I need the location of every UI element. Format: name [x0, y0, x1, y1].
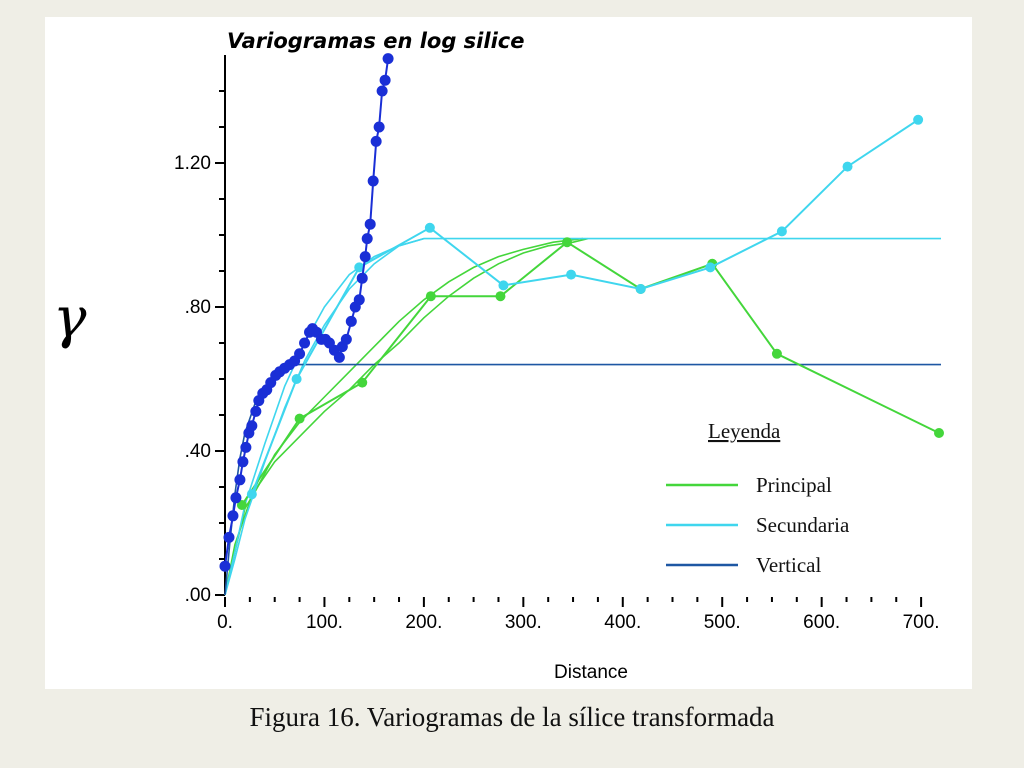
vertical-point	[246, 420, 258, 432]
vertical-point	[361, 233, 373, 245]
secundaria-point	[776, 226, 787, 237]
legend-label: Principal	[756, 473, 832, 497]
vertical-point	[364, 218, 376, 230]
experimental-series	[219, 53, 945, 572]
vertical-point	[370, 135, 382, 147]
principal-point	[236, 500, 247, 510]
secundaria-point	[566, 269, 577, 280]
y-tick-label: .80	[185, 297, 211, 318]
vertical-point	[240, 441, 252, 453]
secundaria-point	[913, 114, 924, 125]
x-tick-label: 700.	[903, 612, 940, 633]
vertical-point	[376, 85, 388, 97]
x-tick-label: 300.	[505, 612, 542, 633]
variogram-chart: Variogramas en log silice γ Distance .00…	[53, 29, 945, 683]
secundaria-point	[498, 280, 509, 291]
vertical-point	[299, 337, 311, 349]
legend-title: Leyenda	[708, 419, 781, 443]
vertical-point	[237, 456, 249, 468]
principal-point	[495, 291, 506, 302]
principal-point	[562, 237, 573, 248]
vertical-point	[230, 492, 242, 504]
vertical-point	[373, 121, 385, 133]
principal-point	[771, 348, 782, 359]
x-axis-label: Distance	[554, 662, 628, 683]
vertical-point	[227, 510, 239, 522]
legend-label: Vertical	[756, 553, 821, 577]
chart-panel: Variogramas en log silice γ Distance .00…	[45, 17, 972, 689]
vertical-point	[359, 251, 371, 263]
y-tick-label: .00	[185, 585, 211, 606]
y-tick-label: .40	[185, 441, 211, 462]
vertical-point	[223, 531, 235, 543]
principal-point	[934, 428, 945, 438]
principal-modelo-2-line	[224, 237, 584, 596]
x-tick-label: 100.	[306, 612, 343, 633]
secundaria-point	[635, 284, 646, 294]
x-tick-label: 600.	[803, 612, 840, 633]
chart-title: Variogramas en log silice	[227, 29, 524, 53]
secundaria-point	[246, 489, 257, 500]
vertical-point	[367, 175, 379, 187]
legend-label: Secundaria	[756, 513, 850, 537]
vertical-point	[250, 405, 262, 417]
secundaria-modelo-2-line	[224, 237, 425, 596]
vertical-point	[340, 333, 352, 345]
principal-point	[294, 413, 305, 424]
vertical-point	[345, 315, 357, 327]
vertical-point	[234, 474, 246, 486]
principal-point	[357, 377, 368, 388]
figure-caption: Figura 16. Variogramas de la sílice tran…	[249, 702, 775, 732]
x-tick-label: 200.	[405, 612, 442, 633]
secundaria-point	[842, 161, 853, 172]
vertical-point	[353, 294, 365, 306]
vertical-point	[333, 351, 345, 363]
axes: .00 .40 .80 1.20 0. 100. 200. 300. 400. 500. 600. 7…	[174, 55, 940, 633]
vertical-point	[219, 560, 231, 572]
y-tick-label: 1.20	[174, 153, 211, 174]
vertical-point	[294, 348, 306, 360]
secundaria-series	[246, 114, 924, 500]
x-tick-label: 400.	[604, 612, 641, 633]
vertical-point	[356, 272, 368, 284]
secundaria-modelo-line	[224, 237, 941, 596]
legend: Leyenda Principal Secundaria Vertical	[666, 419, 850, 577]
y-axis-label: γ	[53, 286, 87, 351]
secundaria-point	[424, 222, 435, 233]
secundaria-point	[705, 262, 716, 273]
secundaria-point	[291, 374, 302, 384]
model-lines	[224, 237, 941, 596]
vertical-point	[382, 53, 394, 65]
x-tick-label: 500.	[704, 612, 741, 633]
x-tick-label: 0.	[217, 612, 233, 633]
principal-point	[425, 291, 436, 302]
principal-line	[241, 240, 940, 506]
vertical-point	[379, 74, 391, 86]
principal-modelo-line	[224, 237, 589, 596]
secundaria-point	[354, 262, 365, 273]
vertical-series	[219, 53, 394, 572]
